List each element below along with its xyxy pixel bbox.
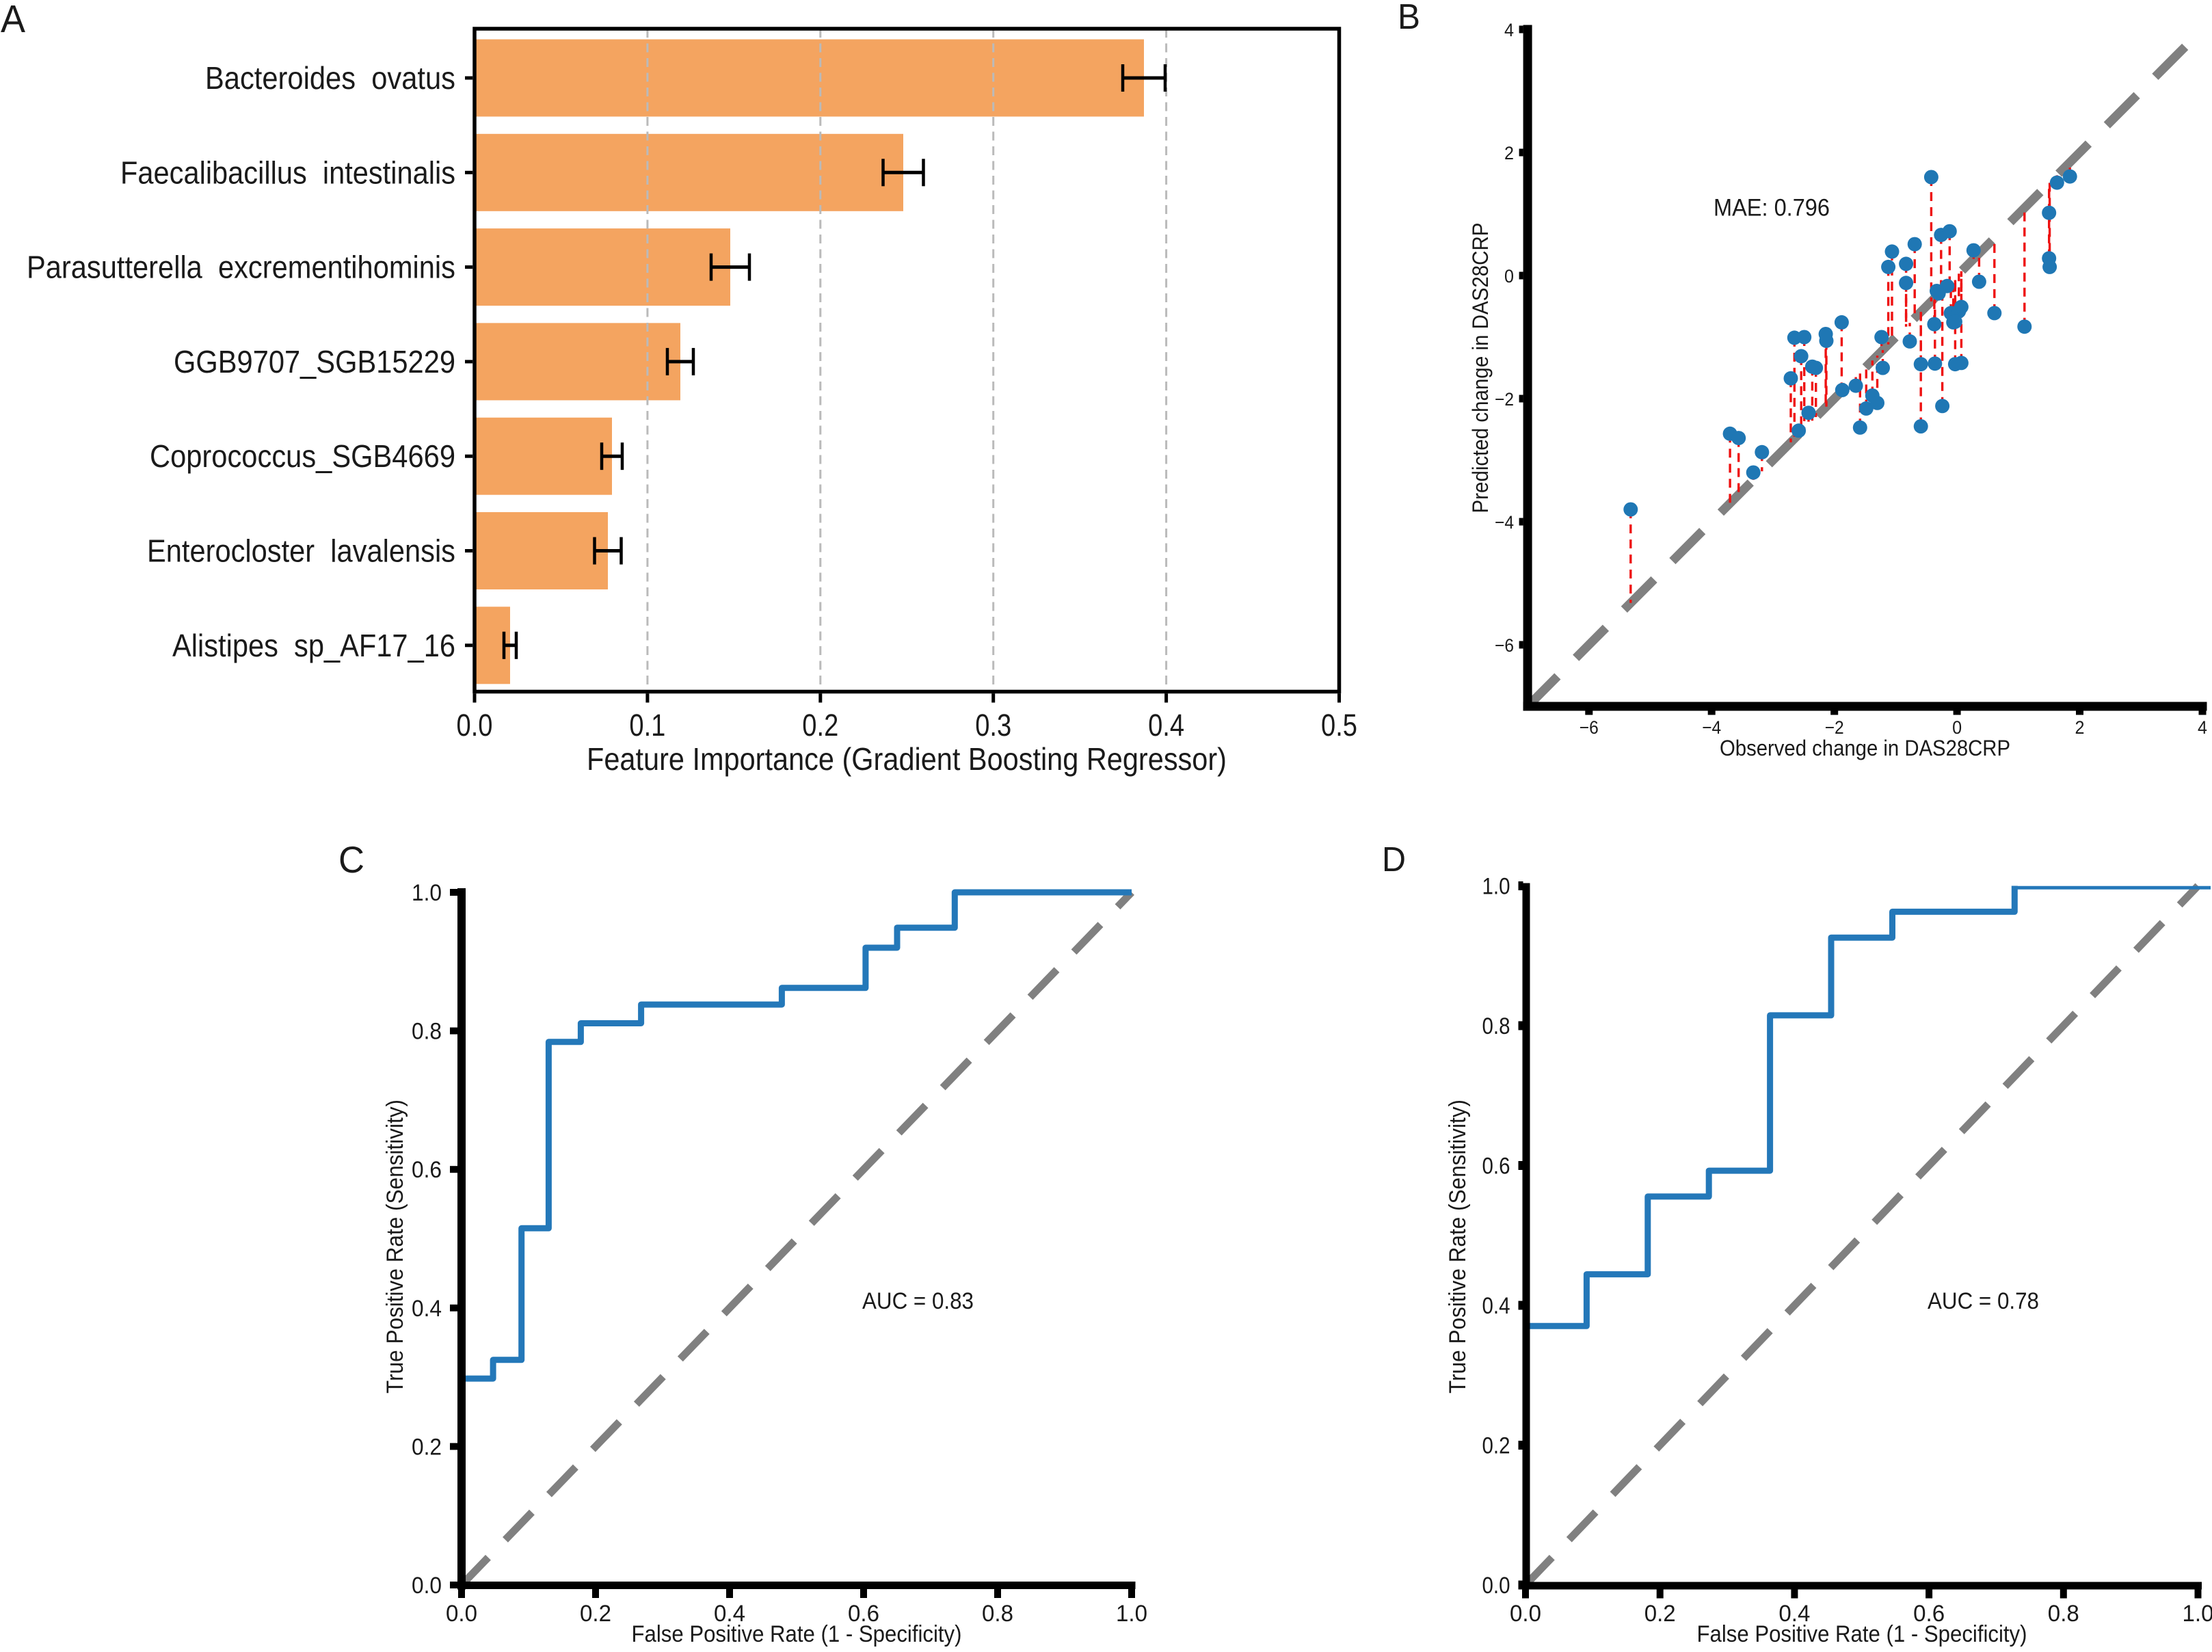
svg-text:0.8: 0.8 [2048,1601,2079,1627]
svg-text:0.4: 0.4 [412,1296,442,1322]
svg-text:4: 4 [1504,20,1514,40]
svg-text:−4: −4 [1702,717,1721,738]
svg-text:1.0: 1.0 [1116,1601,1147,1627]
svg-text:GGB9707_SGB15229: GGB9707_SGB15229 [174,344,455,379]
svg-text:0.3: 0.3 [975,708,1011,743]
svg-text:Enterocloster lavalensis: Enterocloster lavalensis [147,533,455,569]
svg-text:0.2: 0.2 [1644,1601,1676,1627]
svg-text:0.0: 0.0 [1482,1573,1510,1599]
svg-text:0.6: 0.6 [1913,1601,1945,1627]
svg-text:0.8: 0.8 [982,1601,1013,1627]
svg-text:0.6: 0.6 [412,1157,442,1183]
svg-text:0.2: 0.2 [1482,1433,1510,1459]
svg-text:−4: −4 [1495,512,1514,533]
svg-text:−6: −6 [1495,635,1514,656]
svg-text:0.2: 0.2 [580,1601,611,1627]
svg-text:1.0: 1.0 [2183,1601,2212,1627]
svg-text:−2: −2 [1495,389,1514,410]
svg-text:0.6: 0.6 [848,1601,879,1627]
svg-text:0.0: 0.0 [1510,1601,1541,1627]
svg-text:0.6: 0.6 [1482,1154,1510,1180]
svg-text:Feature Importance (Gradient B: Feature Importance (Gradient Boosting Re… [587,741,1227,777]
svg-text:A: A [1,0,25,41]
svg-text:False Positive Rate (1 - Speci: False Positive Rate (1 - Specificity) [632,1621,962,1647]
svg-text:Predicted change in DAS28CRP: Predicted change in DAS28CRP [1468,223,1493,514]
svg-text:AUC = 0.78: AUC = 0.78 [1928,1288,2039,1314]
svg-text:0.2: 0.2 [802,708,838,743]
svg-text:0.0: 0.0 [446,1601,477,1627]
svg-text:−2: −2 [1825,717,1844,738]
svg-text:0.8: 0.8 [412,1019,442,1045]
svg-text:0: 0 [1952,717,1962,738]
svg-text:C: C [338,838,364,881]
svg-text:Alistipes sp_AF17_16: Alistipes sp_AF17_16 [172,628,455,663]
svg-text:D: D [1382,840,1406,879]
svg-text:0.5: 0.5 [1321,708,1357,743]
svg-text:0.4: 0.4 [1778,1601,1810,1627]
svg-text:Parasutterella excrementihomi: Parasutterella excrementihominis [27,250,455,285]
svg-text:Coprococcus_SGB4669: Coprococcus_SGB4669 [150,438,455,474]
svg-text:0: 0 [1504,266,1514,287]
svg-text:0.4: 0.4 [1148,708,1184,743]
svg-text:4: 4 [2198,717,2207,738]
svg-text:0.4: 0.4 [1482,1293,1510,1319]
svg-text:2: 2 [1504,143,1514,163]
svg-text:−6: −6 [1580,717,1599,738]
svg-text:MAE: 0.796: MAE: 0.796 [1714,195,1830,222]
svg-text:Faecalibacillus intestinalis: Faecalibacillus intestinalis [120,155,455,190]
svg-text:AUC = 0.83: AUC = 0.83 [862,1288,974,1314]
svg-text:0.1: 0.1 [629,708,665,743]
svg-text:0.0: 0.0 [457,708,493,743]
svg-text:0.4: 0.4 [714,1601,745,1627]
svg-text:0.2: 0.2 [412,1434,442,1460]
svg-text:0.8: 0.8 [1482,1013,1510,1039]
svg-text:True Positive Rate (Sensitivit: True Positive Rate (Sensitivity) [1445,1100,1471,1394]
svg-text:True Positive Rate (Sensitivit: True Positive Rate (Sensitivity) [382,1100,408,1394]
svg-text:Bacteroides ovatus: Bacteroides ovatus [205,60,455,96]
svg-text:1.0: 1.0 [412,880,442,906]
svg-text:B: B [1398,0,1420,37]
svg-text:2: 2 [2075,717,2085,738]
svg-text:Observed change in DAS28CRP: Observed change in DAS28CRP [1720,736,2010,760]
svg-text:1.0: 1.0 [1482,874,1510,900]
svg-text:0.0: 0.0 [412,1573,442,1599]
svg-text:False Positive Rate (1 - Speci: False Positive Rate (1 - Specificity) [1697,1621,2027,1647]
